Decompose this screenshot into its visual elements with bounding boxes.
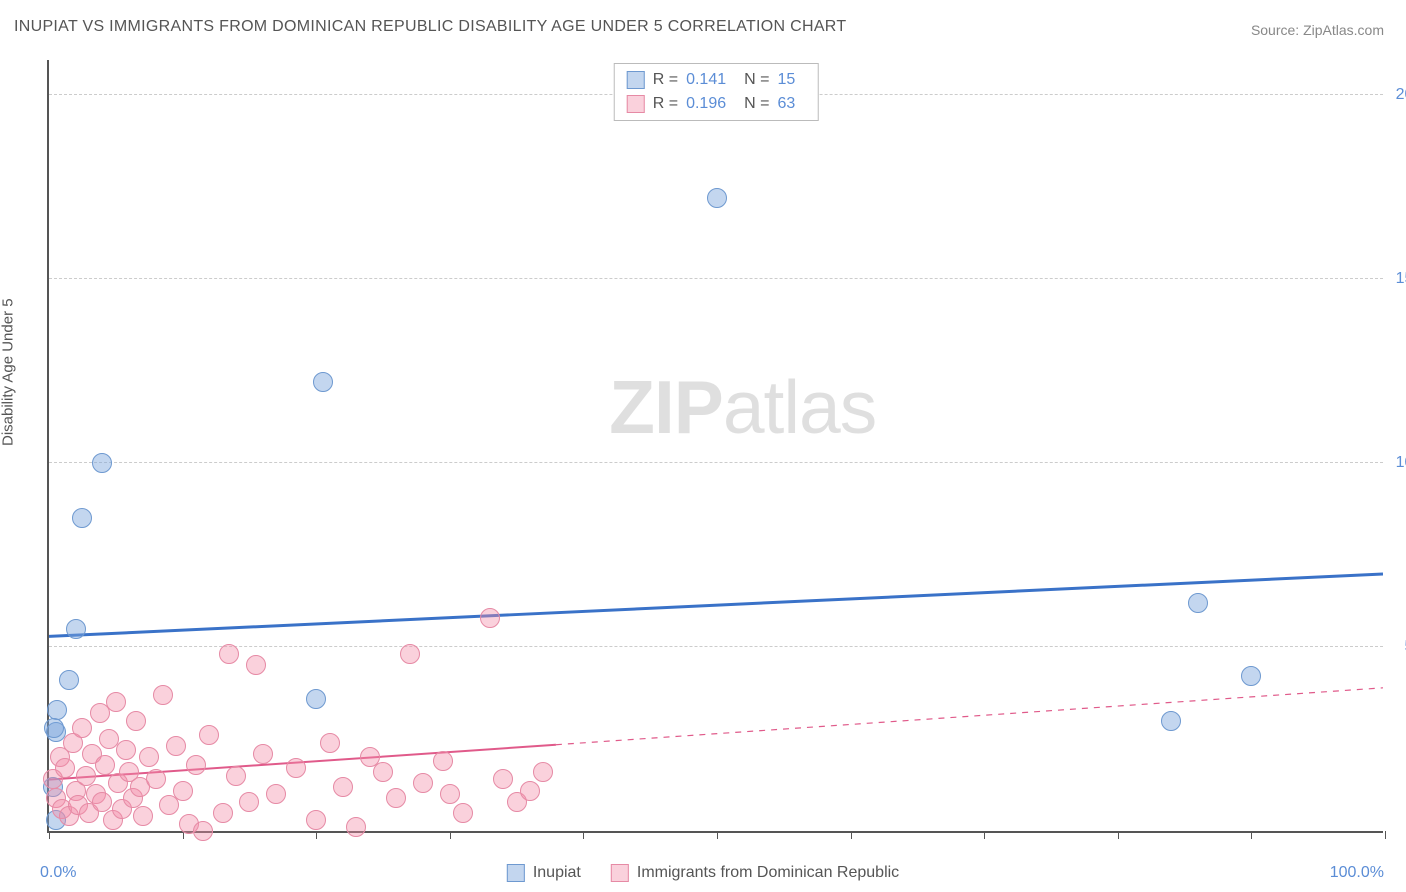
data-point bbox=[313, 372, 333, 392]
gridline bbox=[49, 646, 1383, 647]
data-point bbox=[1161, 711, 1181, 731]
n-value: 63 bbox=[777, 95, 795, 113]
data-point bbox=[306, 810, 326, 830]
data-point bbox=[480, 608, 500, 628]
data-point bbox=[253, 744, 273, 764]
data-point bbox=[213, 803, 233, 823]
x-tick bbox=[49, 831, 50, 839]
data-point bbox=[440, 784, 460, 804]
data-point bbox=[193, 821, 213, 841]
data-point bbox=[306, 689, 326, 709]
data-point bbox=[239, 792, 259, 812]
x-tick bbox=[583, 831, 584, 839]
x-tick bbox=[316, 831, 317, 839]
legend-swatch bbox=[611, 864, 629, 882]
watermark: ZIPatlas bbox=[609, 364, 876, 450]
data-point bbox=[47, 700, 67, 720]
data-point bbox=[59, 670, 79, 690]
n-label: N = bbox=[744, 95, 769, 113]
data-point bbox=[400, 644, 420, 664]
data-point bbox=[92, 792, 112, 812]
data-point bbox=[116, 740, 136, 760]
r-label: R = bbox=[653, 71, 678, 89]
x-tick bbox=[717, 831, 718, 839]
y-tick-label: 15.0% bbox=[1396, 270, 1406, 288]
data-point bbox=[72, 508, 92, 528]
data-point bbox=[226, 766, 246, 786]
data-point bbox=[453, 803, 473, 823]
legend-label: Inupiat bbox=[533, 864, 581, 882]
x-tick bbox=[984, 831, 985, 839]
legend-stats-row: R = 0.141 N = 15 bbox=[627, 68, 806, 92]
data-point bbox=[126, 711, 146, 731]
data-point bbox=[433, 751, 453, 771]
data-point bbox=[346, 817, 366, 837]
data-point bbox=[533, 762, 553, 782]
r-label: R = bbox=[653, 95, 678, 113]
legend-stats: R = 0.141 N = 15 R = 0.196 N = 63 bbox=[614, 63, 819, 121]
gridline bbox=[49, 462, 1383, 463]
data-point bbox=[386, 788, 406, 808]
legend-swatch bbox=[627, 95, 645, 113]
x-axis-min-label: 0.0% bbox=[40, 864, 76, 882]
n-value: 15 bbox=[777, 71, 795, 89]
data-point bbox=[66, 619, 86, 639]
data-point bbox=[413, 773, 433, 793]
data-point bbox=[266, 784, 286, 804]
data-point bbox=[139, 747, 159, 767]
data-point bbox=[76, 766, 96, 786]
data-point bbox=[493, 769, 513, 789]
data-point bbox=[707, 188, 727, 208]
legend-bottom: Inupiat Immigrants from Dominican Republi… bbox=[507, 864, 899, 882]
data-point bbox=[146, 769, 166, 789]
x-tick bbox=[1251, 831, 1252, 839]
data-point bbox=[106, 692, 126, 712]
x-tick bbox=[1385, 831, 1386, 839]
data-point bbox=[72, 718, 92, 738]
x-tick bbox=[851, 831, 852, 839]
data-point bbox=[44, 718, 64, 738]
data-point bbox=[219, 644, 239, 664]
data-point bbox=[286, 758, 306, 778]
data-point bbox=[173, 781, 193, 801]
data-point bbox=[153, 685, 173, 705]
legend-swatch bbox=[627, 71, 645, 89]
data-point bbox=[520, 781, 540, 801]
data-point bbox=[320, 733, 340, 753]
legend-swatch bbox=[507, 864, 525, 882]
x-tick bbox=[1118, 831, 1119, 839]
y-tick-label: 10.0% bbox=[1396, 454, 1406, 472]
data-point bbox=[373, 762, 393, 782]
data-point bbox=[333, 777, 353, 797]
x-tick bbox=[450, 831, 451, 839]
r-value: 0.196 bbox=[686, 95, 726, 113]
n-label: N = bbox=[744, 71, 769, 89]
y-tick-label: 20.0% bbox=[1396, 86, 1406, 104]
data-point bbox=[133, 806, 153, 826]
data-point bbox=[186, 755, 206, 775]
data-point bbox=[1188, 593, 1208, 613]
legend-item: Inupiat bbox=[507, 864, 581, 882]
r-value: 0.141 bbox=[686, 71, 726, 89]
data-point bbox=[55, 758, 75, 778]
data-point bbox=[92, 453, 112, 473]
y-axis-label: Disability Age Under 5 bbox=[0, 298, 17, 446]
plot-area: 5.0%10.0%15.0%20.0%ZIPatlasR =0.141N =15… bbox=[47, 60, 1383, 833]
source-label: Source: ZipAtlas.com bbox=[1251, 22, 1384, 38]
trend-lines bbox=[49, 60, 1383, 831]
gridline bbox=[49, 278, 1383, 279]
data-point bbox=[166, 736, 186, 756]
legend-label: Immigrants from Dominican Republic bbox=[637, 864, 899, 882]
legend-item: Immigrants from Dominican Republic bbox=[611, 864, 899, 882]
data-point bbox=[1241, 666, 1261, 686]
data-point bbox=[199, 725, 219, 745]
data-point bbox=[95, 755, 115, 775]
legend-stats-row: R = 0.196 N = 63 bbox=[627, 92, 806, 116]
data-point bbox=[246, 655, 266, 675]
chart-title: INUPIAT VS IMMIGRANTS FROM DOMINICAN REP… bbox=[14, 18, 846, 36]
x-axis-max-label: 100.0% bbox=[1330, 864, 1384, 882]
